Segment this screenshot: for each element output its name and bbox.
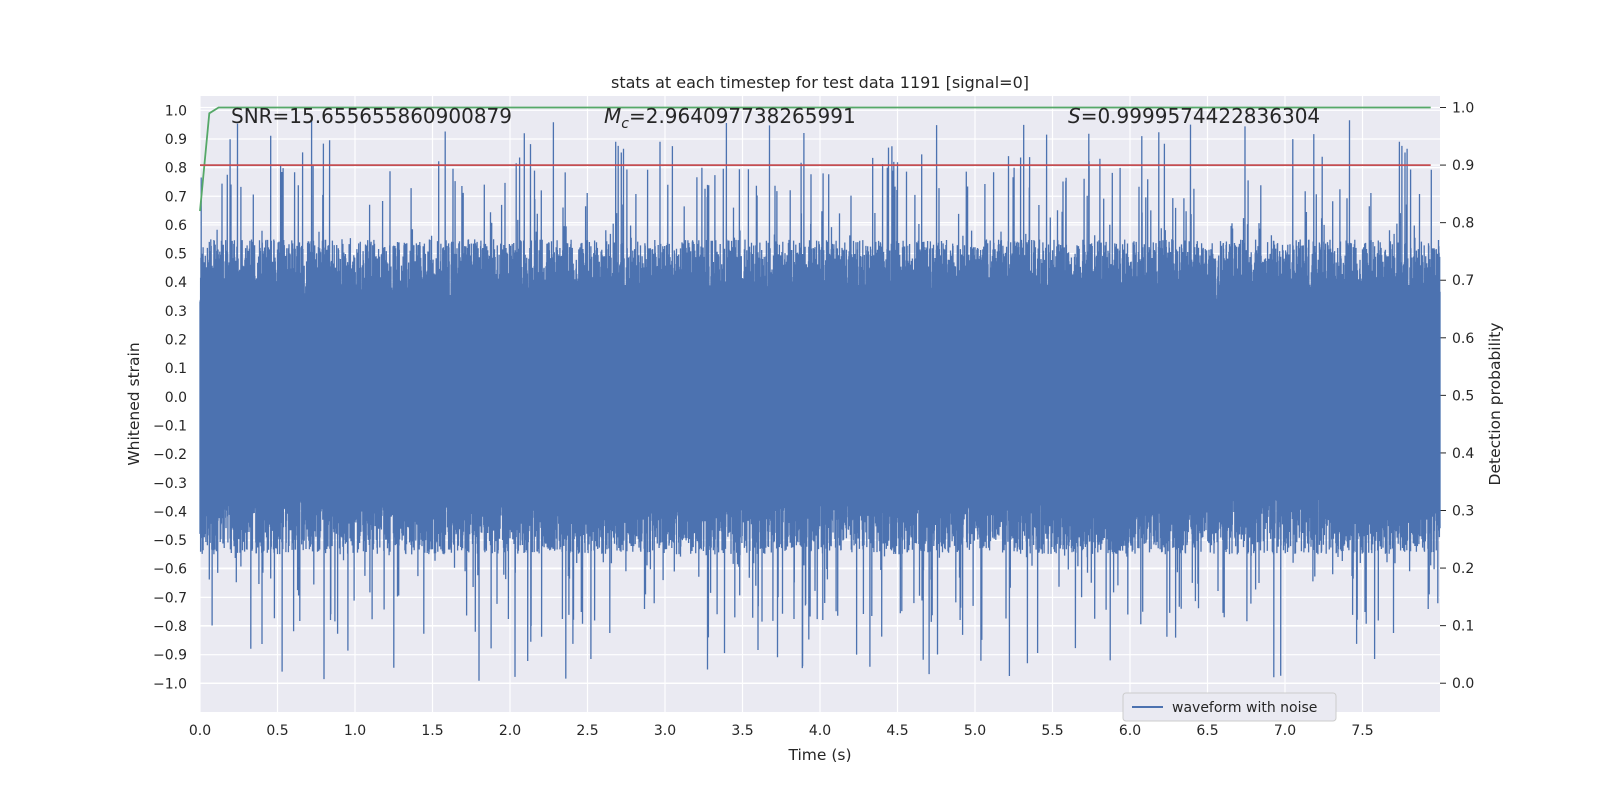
waveform-series — [199, 117, 1441, 681]
x-tick-label: 0.0 — [189, 723, 211, 739]
y-left-tick-label: 0.5 — [165, 247, 187, 263]
y-right-tick-labels: 1.0 0.9 0.8 0.7 0.6 0.5 0.4 0.3 0.2 0.1 0.0 — [1452, 101, 1474, 693]
x-tick-label: 2.0 — [499, 723, 521, 739]
y-right-tick-label: 0.5 — [1452, 388, 1474, 404]
chirp-mass-annotation: Mc=2.964097738265991 — [604, 104, 856, 132]
x-tick-label: 5.0 — [964, 723, 986, 739]
y-right-tick-label: 0.3 — [1452, 504, 1474, 520]
x-tick-labels: 0.0 0.5 1.0 1.5 2.0 2.5 3.0 3.5 4.0 4.5 5.0 5.5 6.0 6… — [189, 723, 1374, 739]
x-tick-label: 7.5 — [1351, 723, 1373, 739]
snr-annotation: SNR=15.655655860900879 — [231, 104, 512, 128]
x-tick-label: 1.5 — [421, 723, 443, 739]
y-left-tick-label: −0.7 — [153, 590, 187, 606]
legend: waveform with noise — [1122, 692, 1337, 722]
y-left-tick-label: −0.1 — [153, 418, 187, 434]
y-right-tick-label: 0.2 — [1452, 561, 1474, 577]
y-left-tick-label: 0.7 — [165, 189, 187, 205]
y-left-tick-label: 0.2 — [165, 333, 187, 349]
detection-probability-line — [199, 106, 1431, 212]
y-left-tick-labels: 1.0 0.9 0.8 0.7 0.6 0.5 0.4 0.3 0.2 0.1 0.0 −0.1 −0.… — [153, 103, 187, 692]
chirp-mass-value: =2.964097738265991 — [629, 104, 856, 128]
y-right-axis-label: Detection probability — [1486, 323, 1504, 486]
score-symbol: S — [1068, 104, 1081, 128]
y-right-tick-label: 0.8 — [1452, 216, 1474, 232]
y-left-tick-label: 1.0 — [165, 103, 187, 119]
score-value: =0.9999574422836304 — [1081, 104, 1320, 128]
legend-box — [1122, 692, 1337, 722]
x-tick-label: 1.0 — [344, 723, 366, 739]
y-right-tick-label: 0.1 — [1452, 619, 1474, 635]
y-left-tick-label: −0.6 — [153, 562, 187, 578]
y-left-tick-label: 0.3 — [165, 304, 187, 320]
x-tick-label: 0.5 — [266, 723, 288, 739]
x-tick-label: 5.5 — [1041, 723, 1063, 739]
y-right-tick-label: 0.7 — [1452, 273, 1474, 289]
y-left-tick-label: −0.4 — [153, 504, 187, 520]
y-left-tick-label: −1.0 — [153, 676, 187, 692]
x-axis-label: Time (s) — [787, 746, 851, 764]
y-left-tick-label: −0.2 — [153, 447, 187, 463]
y-left-tick-label: −0.9 — [153, 648, 187, 664]
x-tick-label: 2.5 — [576, 723, 598, 739]
y-left-axis-label: Whitened strain — [125, 342, 143, 465]
chirp-mass-symbol: M — [604, 104, 621, 128]
y-left-tick-label: 0.9 — [165, 132, 187, 148]
y-right-tick-label: 1.0 — [1452, 101, 1474, 117]
waveform-line — [199, 117, 1441, 681]
y-left-tick-label: −0.8 — [153, 619, 187, 635]
chirp-mass-subscript: c — [621, 116, 629, 132]
x-tick-label: 3.5 — [731, 723, 753, 739]
y-left-tick-label: 0.1 — [165, 361, 187, 377]
x-tick-label: 4.0 — [809, 723, 831, 739]
y-right-tick-label: 0.4 — [1452, 446, 1474, 462]
chart-title: stats at each timestep for test data 119… — [611, 73, 1029, 92]
y-left-tick-label: −0.3 — [153, 476, 187, 492]
y-right-tick-label: 0.0 — [1452, 676, 1474, 692]
y-left-tick-label: 0.8 — [165, 161, 187, 177]
x-tick-label: 4.5 — [886, 723, 908, 739]
x-tick-label: 6.0 — [1119, 723, 1141, 739]
y-left-tick-label: −0.5 — [153, 533, 187, 549]
score-annotation: S=0.9999574422836304 — [1068, 104, 1320, 128]
x-tick-label: 6.5 — [1196, 723, 1218, 739]
y-left-tick-label: 0.6 — [165, 218, 187, 234]
y-right-tick-label: 0.6 — [1452, 331, 1474, 347]
y-right-tick-label: 0.9 — [1452, 158, 1474, 174]
probability-series — [199, 106, 1431, 212]
x-tick-label: 7.0 — [1274, 723, 1296, 739]
x-tick-label: 3.0 — [654, 723, 676, 739]
y-left-tick-label: 0.0 — [165, 390, 187, 406]
y-left-tick-label: 0.4 — [165, 275, 187, 291]
legend-label-waveform: waveform with noise — [1172, 700, 1317, 716]
